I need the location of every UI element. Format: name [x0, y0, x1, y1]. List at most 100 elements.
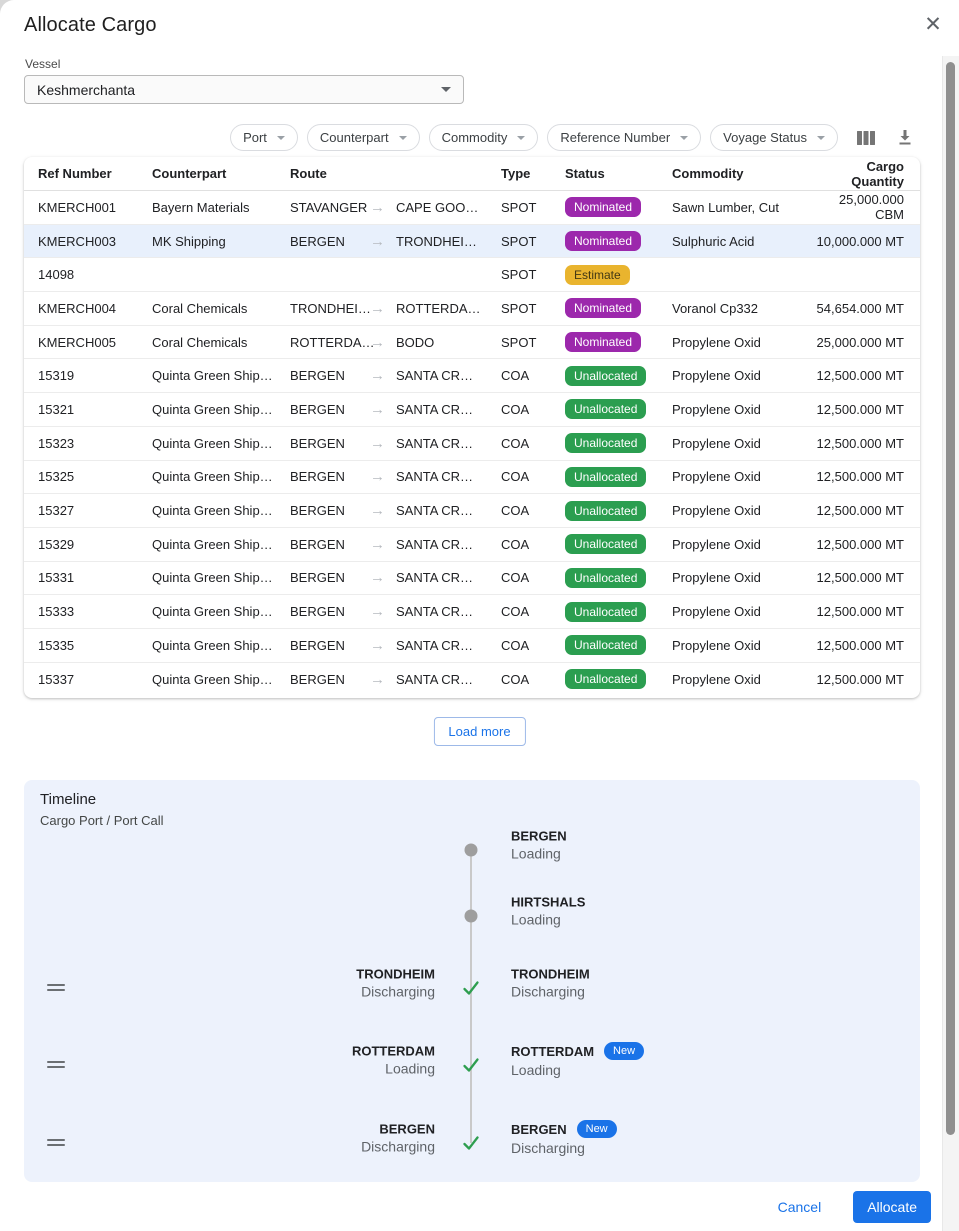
filter-chip-voyage-status[interactable]: Voyage Status [710, 124, 838, 151]
cell-status: Unallocated [565, 534, 672, 555]
new-badge: New [576, 1120, 617, 1138]
cell-cargo-quantity: 12,500.000 MT [816, 570, 904, 586]
arrow-right-icon: → [370, 232, 385, 250]
table-body: KMERCH001 Bayern Materials STAVANGER → C… [24, 191, 920, 696]
cell-route: TRONDHEI… → ROTTERDA… [290, 301, 501, 316]
table-row[interactable]: KMERCH001 Bayern Materials STAVANGER → C… [24, 191, 920, 225]
table-row[interactable]: 15321 Quinta Green Ship… BERGEN → SANTA … [24, 393, 920, 427]
status-badge: Unallocated [565, 601, 647, 622]
route-origin: BERGEN [290, 637, 345, 653]
route-destination: SANTA CR… [396, 401, 474, 417]
timeline-subtitle: Cargo Port / Port Call [40, 813, 164, 828]
filter-chip-commodity[interactable]: Commodity [428, 124, 539, 151]
scrollbar-thumb[interactable] [946, 62, 955, 1135]
cell-commodity: Voranol Cp332 [672, 300, 759, 316]
arrow-right-icon: → [370, 198, 385, 216]
cell-cargo-quantity: 12,500.000 MT [816, 503, 904, 519]
cell-counterpart: MK Shipping [152, 233, 226, 249]
timeline-left-label: TRONDHEIM Discharging [356, 966, 435, 1000]
column-header: Counterpart [152, 166, 227, 181]
route-origin: BERGEN [290, 435, 345, 451]
table-row[interactable]: 15335 Quinta Green Ship… BERGEN → SANTA … [24, 629, 920, 663]
cell-route: BERGEN → SANTA CR… [290, 537, 501, 552]
vessel-select[interactable]: Keshmerchanta [24, 75, 464, 104]
cell-ref-number: KMERCH001 [38, 199, 117, 215]
table-row[interactable]: 15333 Quinta Green Ship… BERGEN → SANTA … [24, 595, 920, 629]
check-icon [462, 979, 481, 998]
cell-counterpart: Quinta Green Ship… [152, 368, 273, 384]
cell-counterpart: Quinta Green Ship… [152, 637, 273, 653]
cell-status: Unallocated [565, 500, 672, 521]
table-row[interactable]: 15319 Quinta Green Ship… BERGEN → SANTA … [24, 359, 920, 394]
cell-counterpart: Quinta Green Ship… [152, 435, 273, 451]
status-badge: Unallocated [565, 365, 647, 386]
view-columns-icon[interactable] [856, 130, 876, 146]
cancel-button[interactable]: Cancel [770, 1193, 830, 1221]
cell-type: SPOT [501, 300, 537, 316]
cell-cargo-quantity: 25,000.000 CBM [838, 192, 904, 223]
cell-cargo-quantity: 12,500.000 MT [816, 604, 904, 620]
cell-status: Nominated [565, 197, 672, 218]
route-destination: SANTA CR… [396, 637, 474, 653]
cell-cargo-quantity: 54,654.000 MT [816, 300, 904, 316]
cell-status: Unallocated [565, 399, 672, 420]
drag-handle-icon[interactable] [47, 1139, 65, 1149]
cell-ref-number: 15323 [38, 435, 75, 451]
cell-ref-number: KMERCH004 [38, 300, 117, 316]
drag-handle-icon[interactable] [47, 984, 65, 994]
table-row[interactable]: KMERCH004 Coral Chemicals TRONDHEI… → RO… [24, 292, 920, 326]
table-row[interactable]: 15323 Quinta Green Ship… BERGEN → SANTA … [24, 427, 920, 461]
cell-type: COA [501, 671, 530, 687]
cell-route: BERGEN → SANTA CR… [290, 469, 501, 484]
allocate-button[interactable]: Allocate [853, 1190, 931, 1223]
timeline-right-label: BERGEN Loading [511, 828, 567, 862]
cell-cargo-quantity: 12,500.000 MT [816, 368, 904, 384]
route-origin: BERGEN [290, 469, 345, 485]
chevron-down-icon [441, 87, 451, 92]
dialog-footer: Cancel Allocate [0, 1182, 943, 1231]
filter-chip-counterpart[interactable]: Counterpart [306, 124, 420, 151]
route-origin: BERGEN [290, 368, 345, 384]
cell-type: COA [501, 469, 530, 485]
load-more-button[interactable]: Load more [433, 717, 526, 746]
chevron-down-icon [276, 135, 285, 140]
column-header: Type [501, 166, 531, 181]
table-row[interactable]: 15337 Quinta Green Ship… BERGEN → SANTA … [24, 663, 920, 697]
table-row[interactable]: 15327 Quinta Green Ship… BERGEN → SANTA … [24, 494, 920, 528]
table-row[interactable]: 15331 Quinta Green Ship… BERGEN → SANTA … [24, 562, 920, 596]
cell-type: COA [501, 503, 530, 519]
arrow-right-icon: → [370, 468, 385, 486]
drag-handle-icon[interactable] [47, 1061, 65, 1071]
table-row[interactable]: 15325 Quinta Green Ship… BERGEN → SANTA … [24, 461, 920, 495]
route-destination: SANTA CR… [396, 469, 474, 485]
chevron-down-icon [817, 135, 825, 140]
table-row[interactable]: 14098 → SPOT Estimate [24, 258, 920, 293]
status-badge: Unallocated [565, 433, 647, 454]
cell-cargo-quantity: 12,500.000 MT [816, 435, 904, 451]
status-badge: Nominated [565, 231, 642, 252]
download-icon[interactable] [897, 129, 913, 146]
table-row[interactable]: 15329 Quinta Green Ship… BERGEN → SANTA … [24, 528, 920, 562]
filter-chip-port[interactable]: Port [230, 124, 298, 151]
status-badge: Nominated [565, 332, 642, 353]
arrow-right-icon: → [370, 299, 385, 317]
status-badge: Nominated [565, 197, 642, 218]
cell-type: COA [501, 604, 530, 620]
table-row[interactable]: KMERCH003 MK Shipping BERGEN → TRONDHEI…… [24, 224, 920, 259]
cell-commodity: Propylene Oxid [672, 637, 761, 653]
cell-cargo-quantity: 12,500.000 MT [816, 401, 904, 417]
route-origin: BERGEN [290, 671, 345, 687]
cell-route: BERGEN → SANTA CR… [290, 604, 501, 619]
status-badge: Nominated [565, 298, 642, 319]
cell-type: SPOT [501, 199, 537, 215]
route-origin: BERGEN [290, 570, 345, 586]
cell-ref-number: 15337 [38, 671, 75, 687]
table-row[interactable]: KMERCH005 Coral Chemicals ROTTERDA… → BO… [24, 326, 920, 360]
close-icon[interactable]: ✕ [921, 13, 945, 37]
filter-chip-reference-number[interactable]: Reference Number [547, 124, 702, 151]
cell-ref-number: KMERCH003 [38, 233, 117, 249]
cell-counterpart: Quinta Green Ship… [152, 401, 273, 417]
cell-commodity: Sawn Lumber, Cut [672, 199, 779, 215]
cell-status: Nominated [565, 231, 672, 252]
route-origin: BERGEN [290, 536, 345, 552]
